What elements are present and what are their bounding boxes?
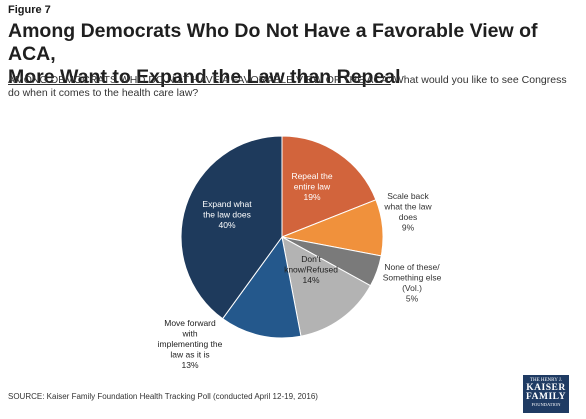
slice-label-scale-back: Scale back what the law does 9%: [383, 191, 432, 233]
title-line-2: More Want to Expand the Law than Repeal: [8, 66, 401, 88]
slice-label-line: None of these/: [384, 262, 440, 272]
kff-logo: THE HENRY J. KAISER FAMILY FOUNDATION: [523, 375, 569, 413]
slice-label-line: with: [181, 329, 197, 339]
slice-label-line: Scale back: [387, 191, 429, 201]
slice-label-line: Move forward: [164, 318, 216, 328]
pie-slice-expand: [180, 135, 283, 320]
slice-label-line: entire law: [294, 182, 331, 192]
figure-label: Figure 7: [8, 4, 51, 16]
slice-value-repeal: 19%: [303, 192, 320, 202]
slice-value-expand: 40%: [218, 220, 235, 230]
slice-value-none-of-these: 5%: [406, 294, 419, 304]
pie-slice-dont-know: [281, 236, 372, 337]
title-line-1: Among Democrats Who Do Not Have a Favora…: [8, 20, 538, 65]
slice-label-line: what the law: [383, 202, 432, 212]
slice-label-dont-know: Don't know/Refused 14%: [284, 254, 338, 285]
slice-label-line: know/Refused: [284, 265, 338, 275]
logo-line-4: FOUNDATION: [531, 402, 561, 407]
slice-label-move-forward: Move forward with implementing the law as i…: [158, 318, 223, 370]
pie-slice-repeal: [281, 135, 377, 238]
slice-label-line: (Vol.): [402, 283, 422, 293]
slice-label-expand: Expand what the law does 40%: [202, 199, 252, 230]
source-note: SOURCE: Kaiser Family Foundation Health …: [8, 392, 318, 401]
slice-value-scale-back: 9%: [402, 223, 415, 233]
slice-value-move-forward: 13%: [181, 360, 198, 370]
slice-value-dont-know: 14%: [302, 275, 319, 285]
slice-label-line: Expand what: [202, 199, 252, 209]
slice-label-line: Repeal the: [291, 171, 332, 181]
logo-line-1: THE HENRY J.: [529, 378, 563, 383]
logo-line-2: KAISER: [526, 383, 566, 393]
chart-title: Among Democrats Who Do Not Have a Favora…: [8, 20, 578, 89]
slice-label-line: the law does: [203, 210, 251, 220]
slice-label-line: does: [399, 212, 417, 222]
question-body: What would you like to see Congress do w…: [8, 74, 567, 99]
slice-label-line: Don't: [301, 254, 321, 264]
slice-label-line: Something else: [383, 273, 442, 283]
question-upper: AMONG DEMOCRATS WHO DO NOT HAVE A FAVORA…: [8, 74, 391, 86]
slice-label-none-of-these: None of these/Something else (Vol.) 5%: [383, 262, 442, 304]
question-text: AMONG DEMOCRATS WHO DO NOT HAVE A FAVORA…: [8, 74, 578, 100]
logo-line-3: FAMILY: [526, 392, 566, 402]
slice-label-repeal: Repeal the entire law 19%: [291, 171, 332, 202]
slice-label-line: implementing the: [158, 339, 223, 349]
pie-slice-move-forward: [221, 235, 302, 339]
slice-label-line: law as it is: [170, 350, 209, 360]
